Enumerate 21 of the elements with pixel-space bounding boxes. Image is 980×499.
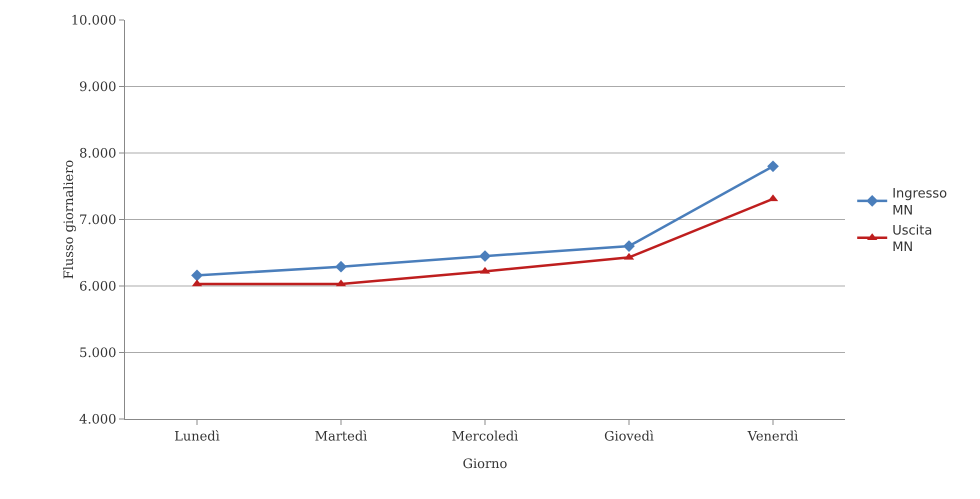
point [623,240,635,252]
x-axis-title: Giorno [462,457,508,472]
point [335,260,347,273]
x-tick-label: Mercoledì [452,430,518,445]
x-tick-label: Martedì [314,430,368,445]
y-tick-label: 7.000 [79,213,116,228]
y-tick-label: 10.000 [70,14,116,29]
y-tick-label: 4.000 [79,412,116,428]
point [191,270,203,282]
y-tick-label: 9.000 [79,80,116,96]
y-tick-label: 5.000 [79,346,116,362]
y-axis-title: Flusso giornaliero [62,160,78,280]
y-tick-label: 6.000 [79,280,116,295]
legend-label: Ingresso MN [892,186,948,218]
x-tick-label: Lunedì [174,430,220,445]
point [479,250,491,262]
point [767,160,779,172]
x-tick-label: Giovedì [604,430,654,445]
legend-label: Uscita MN [892,223,932,256]
y-tick-label: 8.000 [79,146,116,162]
x-tick-label: Venerdì [746,430,798,445]
